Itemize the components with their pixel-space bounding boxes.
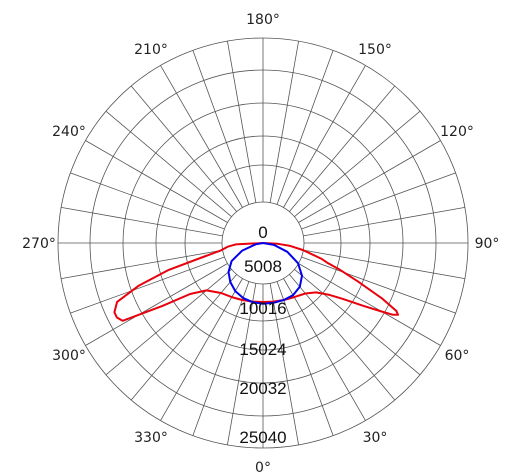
grid-spoke-20 [276,281,334,436]
angle-label-330: 330° [134,430,168,446]
angle-label-0: 0° [255,460,271,472]
grid-spoke-230 [105,110,232,217]
grid-spoke-340 [192,281,250,436]
grid-spoke-200 [192,50,250,205]
grid-spoke-100 [303,207,465,237]
radial-label-5008: 5008 [244,257,282,276]
grid-spoke-220 [130,85,237,212]
grid-spoke-160 [276,50,334,205]
grid-spoke-140 [289,85,396,212]
grid-spoke-170 [269,41,299,203]
grid-spoke-150 [283,65,366,208]
curve-series-2 [227,242,303,305]
grid-spoke-320 [130,274,237,401]
angle-label-150: 150° [358,42,392,58]
grid-spoke-260 [61,207,223,237]
grid-spoke-60 [298,263,441,346]
polar-grid [57,37,469,449]
grid-spoke-40 [289,274,396,401]
grid-spoke-10 [269,283,299,445]
angle-label-60: 60° [445,348,470,364]
grid-spoke-280 [61,249,223,279]
angle-labels: 0° 30° 60° 90° 120° 150° 180° 210° 240° … [22,12,499,472]
radial-label-10016: 10016 [239,299,286,318]
angle-label-180: 180° [246,12,280,28]
radial-label-0: 0 [258,223,267,242]
angle-label-120: 120° [440,124,474,140]
radial-label-15024: 15024 [239,340,286,359]
grid-spoke-290 [70,256,225,314]
grid-spoke-350 [227,283,257,445]
grid-spoke-130 [294,110,421,217]
grid-spoke-30 [283,278,366,421]
grid-spoke-330 [160,278,243,421]
angle-label-210: 210° [134,42,168,58]
grid-spoke-210 [160,65,243,208]
grid-spoke-310 [105,269,232,376]
angle-label-90: 90° [475,236,500,252]
grid-spoke-300 [85,263,228,346]
radial-labels: 0 5008 10016 15024 20032 25040 [239,223,286,447]
grid-spoke-50 [294,269,421,376]
grid-spoke-250 [70,172,225,230]
grid-spoke-190 [227,41,257,203]
radial-label-20032: 20032 [239,379,286,398]
angle-label-240: 240° [52,124,86,140]
grid-spoke-80 [303,249,465,279]
radial-label-25040: 25040 [239,428,286,447]
grid-spoke-70 [301,256,456,314]
grid-spoke-240 [85,140,228,223]
grid-spoke-120 [298,140,441,223]
angle-label-300: 300° [52,348,86,364]
grid-spoke-110 [301,172,456,230]
angle-label-30: 30° [363,430,388,446]
angle-label-270: 270° [22,236,56,252]
polar-curves [113,242,399,322]
